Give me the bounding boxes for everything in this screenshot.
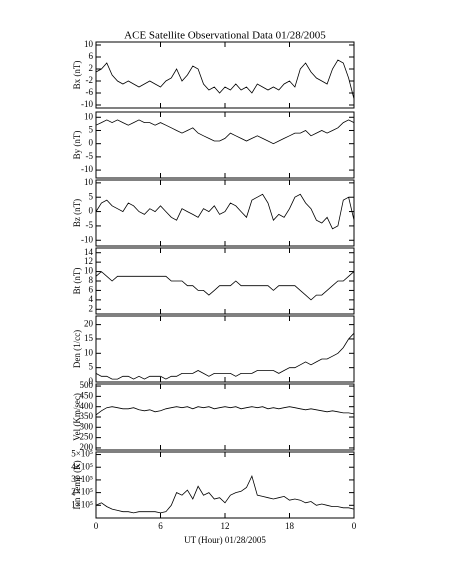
x-tick-label: 18 (285, 521, 295, 531)
y-tick-label: 2 (89, 303, 94, 313)
y-tick-label: 6 (89, 284, 94, 294)
y-tick-label: 8 (89, 275, 94, 285)
y-axis-label: By (nT) (72, 131, 82, 160)
y-axis-label: Bz (nT) (72, 199, 82, 227)
y-tick-label: 200 (80, 442, 94, 452)
y-tick-label: 10 (84, 39, 94, 49)
data-line (95, 474, 355, 514)
y-axis-label: Ion Temp (K) (72, 460, 82, 509)
y-tick-label: -5 (86, 151, 94, 161)
panel-frame (95, 315, 355, 383)
y-axis-label: Den (1/cc) (72, 330, 82, 368)
x-tick-label: 6 (158, 521, 163, 531)
panel-frame (95, 179, 355, 247)
y-tick-label: 0 (89, 206, 94, 216)
y-tick-label: -10 (81, 99, 93, 109)
y-tick-label: 5 (89, 362, 94, 372)
y-tick-label: 300 (80, 421, 94, 431)
y-tick-label: 400 (80, 401, 94, 411)
y-tick-label: 6 (89, 51, 94, 61)
y-tick-label: 10 (84, 111, 94, 121)
y-axis-label: Bx (nT) (72, 61, 82, 90)
x-axis-label: UT (Hour) 01/28/2005 (184, 535, 266, 545)
y-tick-label: 20 (84, 319, 94, 329)
y-tick-label: 4×10⁵ (71, 461, 93, 471)
data-line (95, 193, 355, 230)
y-tick-label: 1×10⁵ (71, 499, 93, 509)
y-tick-label: 2×10⁵ (71, 487, 93, 497)
y-axis-label: Vel (Km/sec) (72, 393, 82, 441)
y-axis-label: Bt (nT) (72, 268, 82, 295)
y-tick-label: 3×10⁵ (71, 474, 93, 484)
y-tick-label: -10 (81, 234, 93, 244)
y-tick-label: 5×10⁵ (71, 449, 93, 459)
y-tick-label: 450 (80, 390, 94, 400)
x-tick-label: 0 (94, 521, 99, 531)
y-tick-label: 10 (84, 347, 94, 357)
y-tick-label: 4 (89, 294, 94, 304)
y-tick-label: -10 (81, 164, 93, 174)
y-tick-label: -5 (86, 220, 94, 230)
y-tick-label: 0 (89, 376, 94, 386)
chart-title: ACE Satellite Observational Data 01/28/2… (124, 30, 326, 42)
y-tick-label: 5 (89, 191, 94, 201)
panel-frame (95, 247, 355, 315)
data-line (95, 406, 355, 416)
data-line (95, 332, 355, 380)
y-tick-label: 10 (84, 266, 94, 276)
y-tick-label: 350 (80, 411, 94, 421)
data-line (95, 119, 355, 145)
panel-frame (95, 383, 355, 451)
y-tick-label: 15 (84, 333, 94, 343)
y-tick-label: 10 (84, 177, 94, 187)
panel-frame (95, 41, 355, 109)
y-tick-label: -6 (86, 87, 94, 97)
y-tick-label: 250 (80, 432, 94, 442)
data-line (95, 271, 355, 301)
y-tick-label: 5 (89, 125, 94, 135)
y-tick-label: 2 (89, 63, 94, 73)
panel-frame (95, 451, 355, 519)
y-tick-label: 0 (89, 138, 94, 148)
x-tick-label: 12 (221, 521, 230, 531)
x-tick-label: 0 (352, 521, 357, 531)
y-tick-label: 14 (84, 247, 94, 257)
y-tick-label: -2 (86, 75, 94, 85)
y-tick-label: 500 (80, 380, 94, 390)
data-line (95, 59, 355, 100)
y-tick-label: 12 (84, 256, 93, 266)
